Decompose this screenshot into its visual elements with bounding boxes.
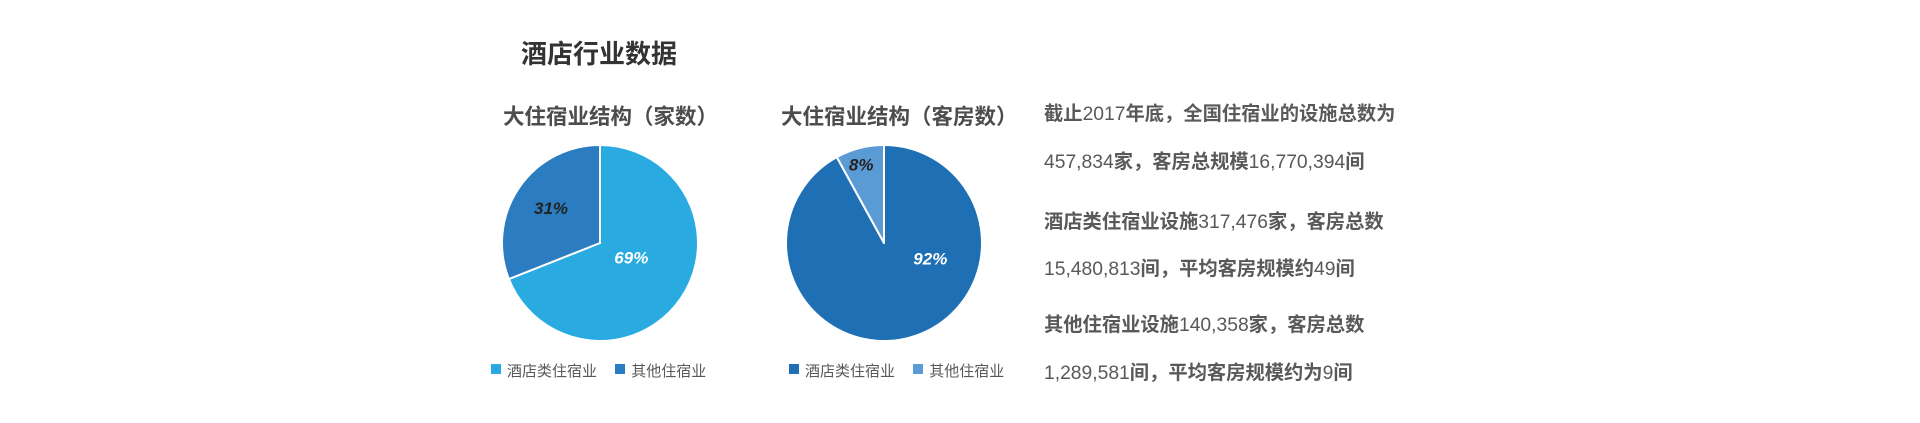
svg-text:8%: 8% [849, 155, 874, 174]
svg-text:92%: 92% [913, 250, 947, 269]
svg-text:31%: 31% [534, 199, 568, 218]
svg-text:69%: 69% [614, 248, 648, 267]
